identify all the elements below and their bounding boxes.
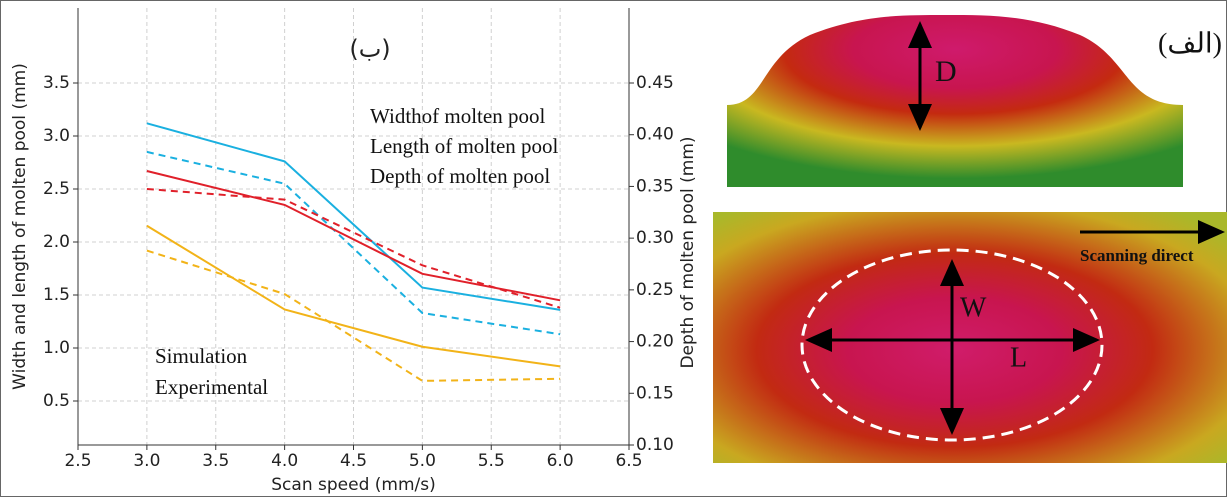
x-tick-label: 4.0 [271, 451, 298, 471]
length-label: L [1010, 342, 1027, 373]
y-tick-label: 1.0 [43, 338, 70, 358]
x-tick-label: 3.5 [202, 451, 229, 471]
x-tick-label: 6.0 [547, 451, 574, 471]
legend-label: Widthof molten pool [370, 104, 545, 128]
y2-tick-label: 0.30 [636, 228, 674, 248]
y2-tick-label: 0.40 [636, 125, 674, 145]
pool-outline [800, 248, 1104, 442]
legend-label: Length of molten pool [370, 134, 559, 158]
x-tick-label: 6.5 [615, 451, 642, 471]
series-line [146, 122, 561, 311]
figure: D (الف) W L Scanning direct [713, 15, 1227, 463]
y2-tick-label: 0.15 [636, 383, 674, 403]
y-tick-label: 1.5 [43, 285, 70, 305]
x-tick-label: 4.5 [340, 451, 367, 471]
y-axis-label: Width and length of molten pool (mm) [10, 63, 30, 390]
y-tick-label: 2.5 [43, 179, 70, 199]
x-tick-label: 3.0 [133, 451, 160, 471]
y2-tick-label: 0.25 [636, 280, 674, 300]
y2-axis-label: Depth of molten pool (mm) [678, 136, 698, 368]
series-line [146, 249, 561, 382]
chart-title: (ب) [349, 35, 390, 63]
figure-label: (الف) [1158, 28, 1222, 59]
y-tick-label: 3.5 [43, 73, 70, 93]
y2-tick-label: 0.35 [636, 176, 674, 196]
y2-tick-label: 0.45 [636, 73, 674, 93]
y2-tick-label: 0.20 [636, 332, 674, 352]
x-tick-label: 2.5 [64, 451, 91, 471]
y-tick-label: 0.5 [43, 391, 70, 411]
legend-label: Depth of molten pool [370, 164, 550, 188]
direction-label: Scanning direct [1080, 246, 1194, 265]
style-label: Experimental [155, 375, 268, 399]
y2-tick-label: 0.10 [636, 435, 674, 455]
style-label: Simulation [155, 344, 248, 368]
series-line [146, 188, 561, 309]
series-line [146, 224, 561, 368]
x-tick-label: 5.5 [478, 451, 505, 471]
y-tick-label: 2.0 [43, 232, 70, 252]
x-axis-label: Scan speed (mm/s) [271, 475, 435, 495]
chart: 2.5 3.0 3.5 4.0 4.5 5.0 5.5 6.0 6.5 0.5 1.0 1.5 2.0 2… [10, 8, 698, 495]
series-line [146, 150, 561, 336]
width-label: W [960, 292, 987, 323]
pool-section [727, 15, 1183, 187]
depth-label: D [935, 55, 957, 88]
y-tick-label: 3.0 [43, 126, 70, 146]
x-tick-label: 5.0 [409, 451, 436, 471]
